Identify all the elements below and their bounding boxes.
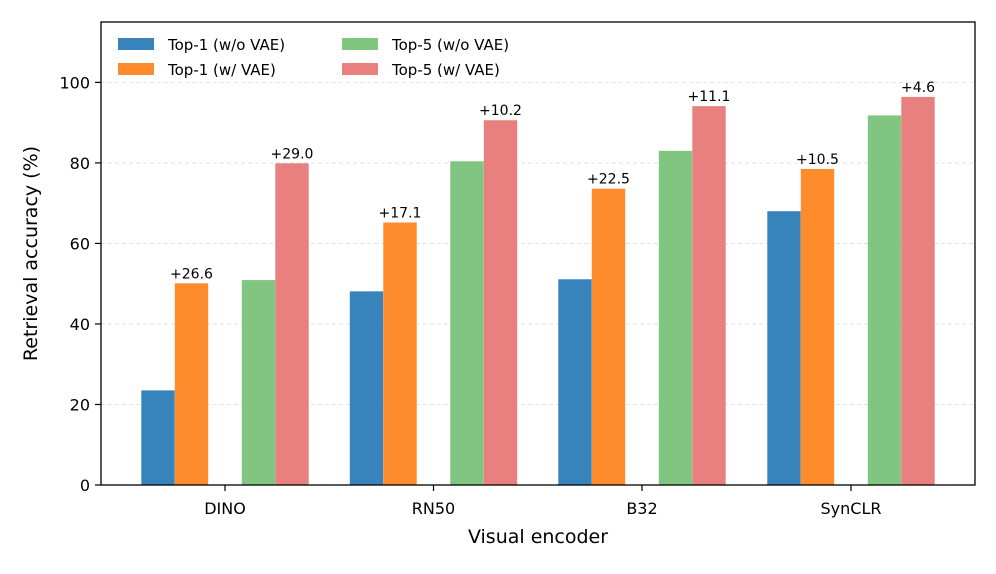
bar-dino-series-4: [275, 163, 309, 485]
x-tick-label-b32: B32: [626, 499, 657, 518]
legend-label-series-2: Top-1 (w/ VAE): [167, 61, 276, 79]
y-tick-label: 20: [70, 395, 90, 414]
delta-label-synclr-series-2: +10.5: [796, 152, 839, 168]
delta-label-dino-series-2: +26.6: [170, 266, 213, 282]
bar-dino-series-2: [174, 283, 209, 485]
bars: [141, 96, 935, 486]
data-labels: +26.6 +17.1 +22.5 +10.5 +29.0 +10.2 +11.1 +4.6: [170, 80, 935, 282]
bar-rn50-series-1: [349, 291, 384, 485]
y-tick-label: 100: [59, 73, 90, 92]
legend-label-series-3: Top-5 (w/o VAE): [391, 36, 509, 54]
bar-synclr-series-4: [901, 96, 935, 485]
bar-b32-series-1: [558, 279, 592, 485]
bar-synclr-series-3: [867, 115, 902, 486]
bar-rn50-series-3: [450, 161, 484, 485]
bar-rn50-series-4: [483, 120, 518, 486]
y-tick-label: 80: [70, 154, 90, 173]
legend-label-series-4: Top-5 (w/ VAE): [391, 61, 500, 79]
bar-b32-series-3: [658, 150, 693, 485]
legend-swatch-series-4: [342, 63, 378, 75]
x-tick-label-rn50: RN50: [412, 499, 455, 518]
legend-swatch-series-1: [118, 38, 154, 50]
legend-swatch-series-3: [342, 38, 378, 50]
delta-label-rn50-series-4: +10.2: [479, 103, 522, 119]
y-tick-label: 40: [70, 315, 90, 334]
gridlines: [101, 81, 975, 405]
axes: 0 20 40 60 80 100 DINO RN50 B32 SynCLR: [59, 73, 881, 518]
bar-b32-series-2: [591, 188, 626, 485]
x-axis-label: Visual encoder: [468, 526, 608, 548]
delta-label-synclr-series-4: +4.6: [901, 80, 935, 96]
bar-b32-series-4: [692, 106, 726, 486]
legend-label-series-1: Top-1 (w/o VAE): [167, 36, 285, 54]
y-tick-label: 0: [80, 476, 90, 495]
plot-frame: [100, 21, 976, 486]
bar-rn50-series-2: [383, 222, 417, 485]
bar-dino-series-1: [141, 390, 175, 485]
x-tick-label-synclr: SynCLR: [821, 499, 882, 518]
delta-label-b32-series-4: +11.1: [688, 89, 731, 105]
delta-label-b32-series-2: +22.5: [587, 172, 630, 188]
bar-dino-series-3: [241, 280, 276, 485]
bar-synclr-series-1: [767, 211, 801, 486]
x-tick-label-dino: DINO: [204, 499, 246, 518]
y-axis-label: Retrieval accuracy (%): [20, 146, 42, 361]
delta-label-dino-series-4: +29.0: [271, 146, 314, 162]
y-tick-label: 60: [70, 234, 90, 253]
legend: Top-1 (w/o VAE) Top-1 (w/ VAE) Top-5 (w/o …: [118, 36, 509, 79]
legend-swatch-series-2: [118, 63, 154, 75]
bar-synclr-series-2: [800, 168, 835, 485]
delta-label-rn50-series-2: +17.1: [379, 205, 422, 221]
